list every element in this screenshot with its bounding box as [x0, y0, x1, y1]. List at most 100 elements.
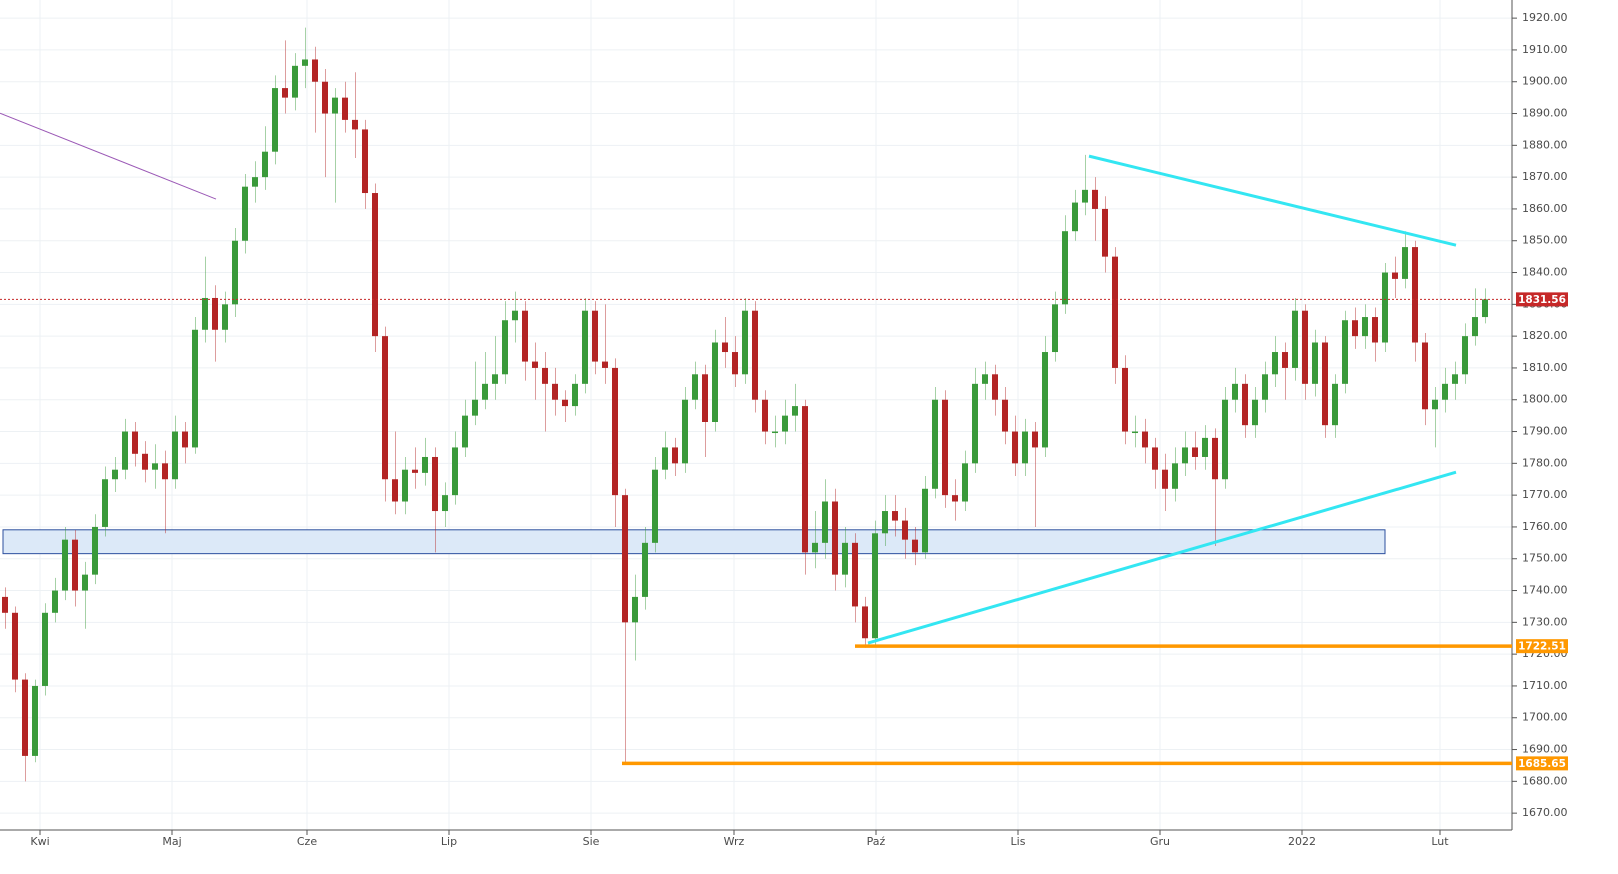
- candle: [1222, 387, 1228, 489]
- candle-body: [762, 399, 768, 432]
- candle-body: [482, 383, 488, 400]
- candle: [272, 75, 278, 165]
- candle: [452, 431, 458, 505]
- candle-body: [822, 501, 828, 543]
- candle-body: [1312, 342, 1318, 384]
- candle: [832, 488, 838, 591]
- candle-body: [1412, 247, 1418, 343]
- candle: [892, 495, 898, 537]
- candle-body: [42, 612, 48, 686]
- candle: [552, 367, 558, 416]
- candle-body: [272, 88, 278, 152]
- candle-body: [692, 374, 698, 400]
- support-zone: [2, 529, 1386, 555]
- candle-body: [892, 511, 898, 521]
- candle-body: [1332, 383, 1338, 426]
- x-tick-label: Maj: [162, 835, 181, 848]
- candle: [122, 418, 128, 480]
- candle: [762, 390, 768, 445]
- candle: [1312, 329, 1318, 397]
- candle: [1392, 256, 1398, 298]
- candle-body: [902, 520, 908, 540]
- candle-body: [332, 97, 338, 114]
- candle-body: [612, 367, 618, 496]
- candle: [1362, 304, 1368, 349]
- candle-body: [282, 88, 288, 98]
- candle-body: [132, 431, 138, 454]
- candle: [532, 342, 538, 400]
- candle: [702, 364, 708, 457]
- candle-body: [1462, 336, 1468, 375]
- candle-body: [502, 320, 508, 375]
- candle-body: [72, 539, 78, 591]
- candle: [92, 514, 98, 585]
- candle: [1252, 387, 1258, 438]
- x-tick-label: Sie: [583, 835, 600, 848]
- candle-body: [1032, 431, 1038, 448]
- candle: [232, 228, 238, 318]
- candle: [1042, 336, 1048, 457]
- candle-body: [512, 310, 518, 321]
- candle-body: [212, 297, 218, 330]
- candle-body: [1322, 342, 1328, 426]
- candle-body: [792, 406, 798, 416]
- candle-body: [962, 463, 968, 502]
- candle: [1072, 189, 1078, 241]
- candle: [1352, 307, 1358, 349]
- x-tick-label: Paź: [867, 835, 886, 848]
- candle: [492, 336, 498, 400]
- candle: [752, 301, 758, 413]
- candle: [1292, 297, 1298, 381]
- candle-body: [1472, 317, 1478, 337]
- candle: [1122, 355, 1128, 445]
- candle: [1142, 418, 1148, 464]
- candle-body: [782, 415, 788, 432]
- candle: [1402, 231, 1408, 289]
- candle: [792, 383, 798, 432]
- candle: [1242, 374, 1248, 438]
- candle: [12, 606, 18, 693]
- candle-body: [412, 469, 418, 473]
- candle-body: [462, 415, 468, 448]
- candle-body: [1482, 299, 1488, 318]
- candle: [922, 476, 928, 559]
- candle-body: [172, 431, 178, 480]
- x-tick-label: Kwi: [30, 835, 49, 848]
- candle-body: [1152, 447, 1158, 470]
- candle: [962, 450, 968, 512]
- candle-body: [492, 374, 498, 384]
- candle-body: [1302, 310, 1308, 384]
- candle: [1422, 332, 1428, 426]
- y-tick-label: 1840.00: [1522, 266, 1568, 279]
- candle: [1002, 387, 1008, 445]
- candle: [602, 304, 608, 384]
- candle: [912, 526, 918, 566]
- candle-body: [862, 606, 868, 639]
- candle: [1212, 428, 1218, 547]
- candle-body: [242, 186, 248, 241]
- candle: [1112, 247, 1118, 384]
- candle: [352, 72, 358, 159]
- candle: [1102, 196, 1108, 273]
- candle-body: [1052, 304, 1058, 353]
- candle: [862, 596, 868, 648]
- candle-body: [182, 431, 188, 448]
- candle-body: [1442, 383, 1448, 400]
- candle: [902, 507, 908, 559]
- candle: [592, 301, 598, 375]
- y-tick-label: 1690.00: [1522, 743, 1568, 756]
- y-tick-label: 1770.00: [1522, 488, 1568, 501]
- candle: [262, 126, 268, 190]
- candle: [1192, 431, 1198, 470]
- candle-body: [1392, 272, 1398, 279]
- candle-body: [772, 431, 778, 434]
- y-tick-label: 1900.00: [1522, 75, 1568, 88]
- candle: [382, 326, 388, 502]
- candle: [692, 361, 698, 410]
- candle: [342, 81, 348, 133]
- candle: [522, 301, 528, 381]
- candle-body: [1022, 431, 1028, 464]
- candle: [52, 577, 58, 623]
- x-tick-label: Lut: [1431, 835, 1449, 848]
- candle-body: [222, 304, 228, 330]
